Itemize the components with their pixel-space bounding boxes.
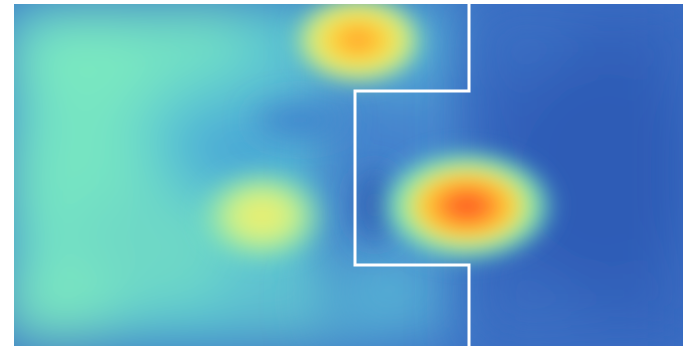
top-hotspot [286,4,430,90]
left-mid-hotspot [192,164,332,268]
right-hotspot [372,144,562,268]
region-outline [353,0,471,346]
